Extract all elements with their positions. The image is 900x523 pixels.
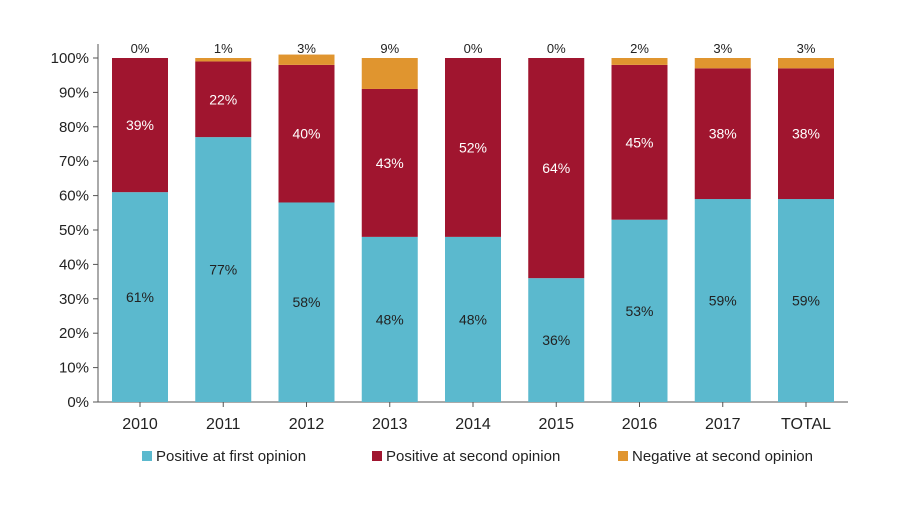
bar-segment xyxy=(778,58,834,69)
bar-segment xyxy=(694,58,751,69)
top-data-label: 0% xyxy=(547,41,566,56)
bar-segment xyxy=(112,192,168,402)
labels-layer: 61% 39% 0% 77% 22% 1% 58% 40% 3% 48% 43% 9% 48% 52% 0%… xyxy=(126,41,820,348)
y-tick-label: 50% xyxy=(59,222,89,239)
data-label: 36% xyxy=(542,332,570,348)
y-tick-label: 60% xyxy=(59,188,89,205)
top-data-label: 0% xyxy=(464,41,483,56)
data-label: 58% xyxy=(292,294,320,310)
x-tick-label: 2013 xyxy=(372,416,408,433)
x-tick-label: 2017 xyxy=(705,416,741,433)
legend-swatch xyxy=(618,451,628,461)
top-data-label: 2% xyxy=(630,41,649,56)
x-tick-label: 2014 xyxy=(455,416,491,433)
y-tick-label: 100% xyxy=(51,50,89,67)
x-tick-label: 2011 xyxy=(206,416,241,433)
data-label: 77% xyxy=(209,262,237,278)
bars-layer xyxy=(112,54,834,402)
top-data-label: 9% xyxy=(380,41,399,56)
y-tick-label: 40% xyxy=(59,256,89,273)
x-tick-label: TOTAL xyxy=(781,416,831,433)
bar-segment xyxy=(195,61,252,138)
y-tick-label: 0% xyxy=(67,394,89,411)
y-tick-label: 10% xyxy=(59,360,89,377)
data-label: 39% xyxy=(126,117,154,133)
y-tick-label: 30% xyxy=(59,291,89,308)
data-label: 45% xyxy=(625,134,653,150)
top-data-label: 3% xyxy=(297,41,316,56)
data-label: 48% xyxy=(376,311,404,327)
bar-segment xyxy=(611,219,668,402)
bar-segment xyxy=(694,68,751,200)
bar-segment xyxy=(361,236,418,402)
bar-segment xyxy=(278,54,335,65)
data-label: 61% xyxy=(126,289,154,305)
data-label: 38% xyxy=(709,126,737,142)
top-data-label: 1% xyxy=(214,41,233,56)
data-label: 52% xyxy=(459,139,487,155)
legend-label: Negative at second opinion xyxy=(632,448,813,465)
x-tick-label: 2010 xyxy=(122,416,158,433)
data-label: 64% xyxy=(542,160,570,176)
data-label: 22% xyxy=(209,91,237,107)
y-tick-label: 80% xyxy=(59,119,89,136)
top-data-label: 3% xyxy=(797,41,816,56)
bar-segment xyxy=(611,64,668,220)
y-tick-label: 20% xyxy=(59,325,89,342)
bar-segment xyxy=(528,58,585,279)
data-label: 48% xyxy=(459,311,487,327)
legend: Positive at first opinion Positive at sec… xyxy=(142,448,813,465)
bar-segment xyxy=(195,58,252,62)
bar-segment xyxy=(278,202,335,402)
axis-layer: 0% 10% 20% 30% 40% 50% 60% 70% 80% 90% 100% 2010 201… xyxy=(51,44,848,433)
bar-segment xyxy=(112,58,168,193)
y-tick-label: 70% xyxy=(59,153,89,170)
y-tick-label: 90% xyxy=(59,84,89,101)
bar-segment xyxy=(694,199,751,402)
bar-segment xyxy=(278,64,335,203)
bar-segment xyxy=(611,58,668,65)
bar-segment xyxy=(445,58,501,237)
data-label: 59% xyxy=(709,293,737,309)
data-label: 59% xyxy=(792,293,820,309)
bar-segment xyxy=(528,278,585,402)
x-tick-label: 2016 xyxy=(622,416,658,433)
data-label: 53% xyxy=(625,303,653,319)
top-data-label: 3% xyxy=(713,41,732,56)
bar-segment xyxy=(361,88,418,237)
data-label: 40% xyxy=(292,126,320,142)
x-tick-label: 2015 xyxy=(538,416,574,433)
bar-segment xyxy=(195,137,252,402)
data-label: 38% xyxy=(792,126,820,142)
x-tick-label: 2012 xyxy=(289,416,325,433)
legend-swatch xyxy=(372,451,382,461)
legend-label: Positive at second opinion xyxy=(386,448,560,465)
legend-swatch xyxy=(142,451,152,461)
bar-segment xyxy=(445,236,501,402)
bar-segment xyxy=(778,199,834,402)
bar-segment xyxy=(778,68,834,200)
bar-segment xyxy=(361,58,418,89)
top-data-label: 0% xyxy=(131,41,150,56)
data-label: 43% xyxy=(376,155,404,171)
legend-label: Positive at first opinion xyxy=(156,448,306,465)
